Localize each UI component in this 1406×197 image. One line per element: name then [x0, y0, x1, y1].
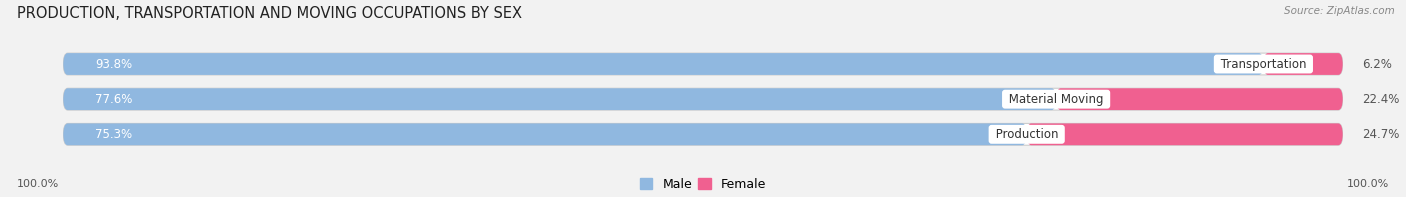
FancyBboxPatch shape — [63, 88, 1056, 110]
FancyBboxPatch shape — [1056, 88, 1343, 110]
Text: 77.6%: 77.6% — [96, 93, 132, 106]
FancyBboxPatch shape — [1264, 53, 1343, 75]
Text: 100.0%: 100.0% — [1347, 179, 1389, 189]
Text: 24.7%: 24.7% — [1362, 128, 1399, 141]
Text: 22.4%: 22.4% — [1362, 93, 1399, 106]
Text: Transportation: Transportation — [1216, 58, 1310, 71]
Text: Source: ZipAtlas.com: Source: ZipAtlas.com — [1284, 6, 1395, 16]
Text: 75.3%: 75.3% — [96, 128, 132, 141]
Text: PRODUCTION, TRANSPORTATION AND MOVING OCCUPATIONS BY SEX: PRODUCTION, TRANSPORTATION AND MOVING OC… — [17, 6, 522, 21]
Text: 6.2%: 6.2% — [1362, 58, 1392, 71]
Text: Material Moving: Material Moving — [1005, 93, 1108, 106]
FancyBboxPatch shape — [63, 53, 1264, 75]
FancyBboxPatch shape — [63, 124, 1343, 145]
Text: 93.8%: 93.8% — [96, 58, 132, 71]
FancyBboxPatch shape — [63, 53, 1343, 75]
Text: 100.0%: 100.0% — [17, 179, 59, 189]
FancyBboxPatch shape — [1026, 124, 1343, 145]
FancyBboxPatch shape — [63, 124, 1026, 145]
Text: Production: Production — [991, 128, 1062, 141]
FancyBboxPatch shape — [63, 88, 1343, 110]
Legend: Male, Female: Male, Female — [640, 178, 766, 191]
